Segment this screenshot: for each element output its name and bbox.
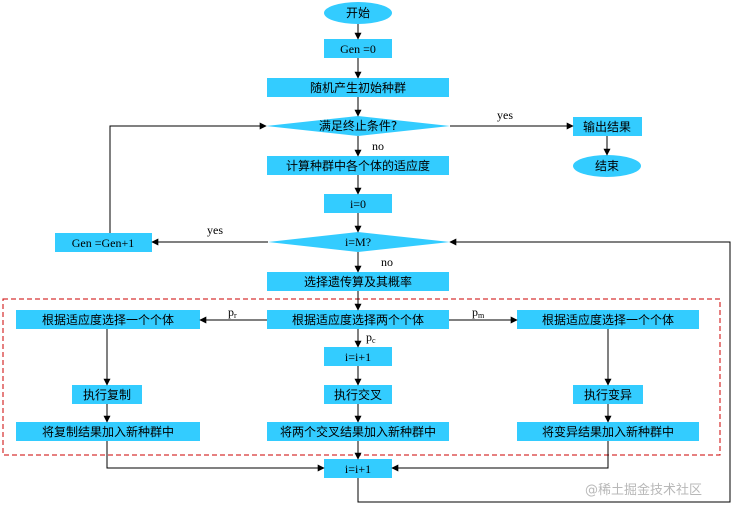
output-result-label: 输出结果	[583, 119, 631, 134]
fitness-box	[267, 156, 449, 175]
i0-label: i=0	[350, 197, 366, 211]
fitness-label: 计算种群中各个体的适应度	[286, 158, 430, 173]
no-label-select: no	[381, 255, 393, 269]
i-equals-m-diamond	[268, 232, 450, 252]
yes-label-gen: yes	[207, 223, 223, 237]
add-copy-label: 将复制结果加入新种群中	[42, 424, 174, 439]
pc-sub: c	[372, 336, 376, 345]
arrow-gen-term	[109, 122, 267, 233]
gen-increment-label: Gen =Gen+1	[72, 236, 135, 250]
add-crossover-label: 将两个交叉结果加入新种群中	[280, 424, 436, 439]
i-increment-bottom-box	[324, 459, 392, 478]
start-node-label: 开始	[346, 6, 370, 20]
select-two-box	[267, 310, 449, 329]
i-increment-middle-box	[324, 347, 392, 366]
start-node	[324, 2, 392, 24]
pr-label: pr	[228, 305, 237, 320]
pr-sub: r	[234, 311, 237, 320]
yes-label-output: yes	[497, 108, 513, 122]
crossover-label: 执行交叉	[334, 387, 382, 402]
select-operator-box	[267, 272, 449, 291]
init-population-box	[267, 78, 449, 97]
select-one-left-box	[16, 310, 200, 329]
pm-sub: m	[478, 311, 485, 320]
init-population-label: 随机产生初始种群	[310, 80, 406, 95]
add-copy-box	[16, 422, 200, 441]
arrow-loop-back-im	[357, 238, 731, 503]
termination-condition-label: 满足终止条件?	[319, 118, 397, 133]
i-equals-m-label: i=M?	[345, 235, 371, 249]
end-node-label: 结束	[595, 159, 619, 173]
pm-label: pm	[472, 305, 485, 320]
i0-box	[324, 194, 392, 213]
select-one-right-box	[517, 310, 699, 329]
end-node	[573, 155, 641, 177]
pc-label: pc	[366, 330, 376, 345]
pr-main: p	[228, 305, 234, 319]
i-increment-middle-label: i=i+1	[345, 350, 371, 364]
pm-main: p	[472, 305, 478, 319]
add-mutate-box	[517, 422, 699, 441]
output-result-box	[573, 117, 642, 136]
select-two-label: 根据适应度选择两个个体	[292, 312, 424, 327]
crossover-box	[324, 385, 392, 404]
termination-condition-diamond	[266, 116, 450, 136]
pc-main: p	[366, 330, 372, 344]
add-crossover-box	[267, 422, 449, 441]
genetic-operators-region	[2, 298, 721, 456]
select-one-right-label: 根据适应度选择一个个体	[542, 312, 674, 327]
select-operator-label: 选择遗传算及其概率	[304, 274, 412, 289]
select-one-left-label: 根据适应度选择一个个体	[42, 312, 174, 327]
i-increment-bottom-label: i=i+1	[345, 462, 371, 476]
gen-increment-box	[55, 233, 152, 252]
arrow-addcopy-bottom	[106, 441, 325, 472]
no-label-fitness: no	[372, 139, 384, 153]
arrow-addmutate-bottom	[391, 441, 609, 472]
watermark: @稀土掘金技术社区	[585, 482, 702, 498]
mutate-box	[573, 385, 643, 404]
add-mutate-label: 将变异结果加入新种群中	[542, 424, 674, 439]
copy-box	[72, 385, 142, 404]
mutate-label: 执行变异	[584, 387, 632, 402]
gen0-box	[324, 39, 392, 58]
copy-label: 执行复制	[83, 388, 131, 402]
gen0-label: Gen =0	[340, 42, 376, 56]
